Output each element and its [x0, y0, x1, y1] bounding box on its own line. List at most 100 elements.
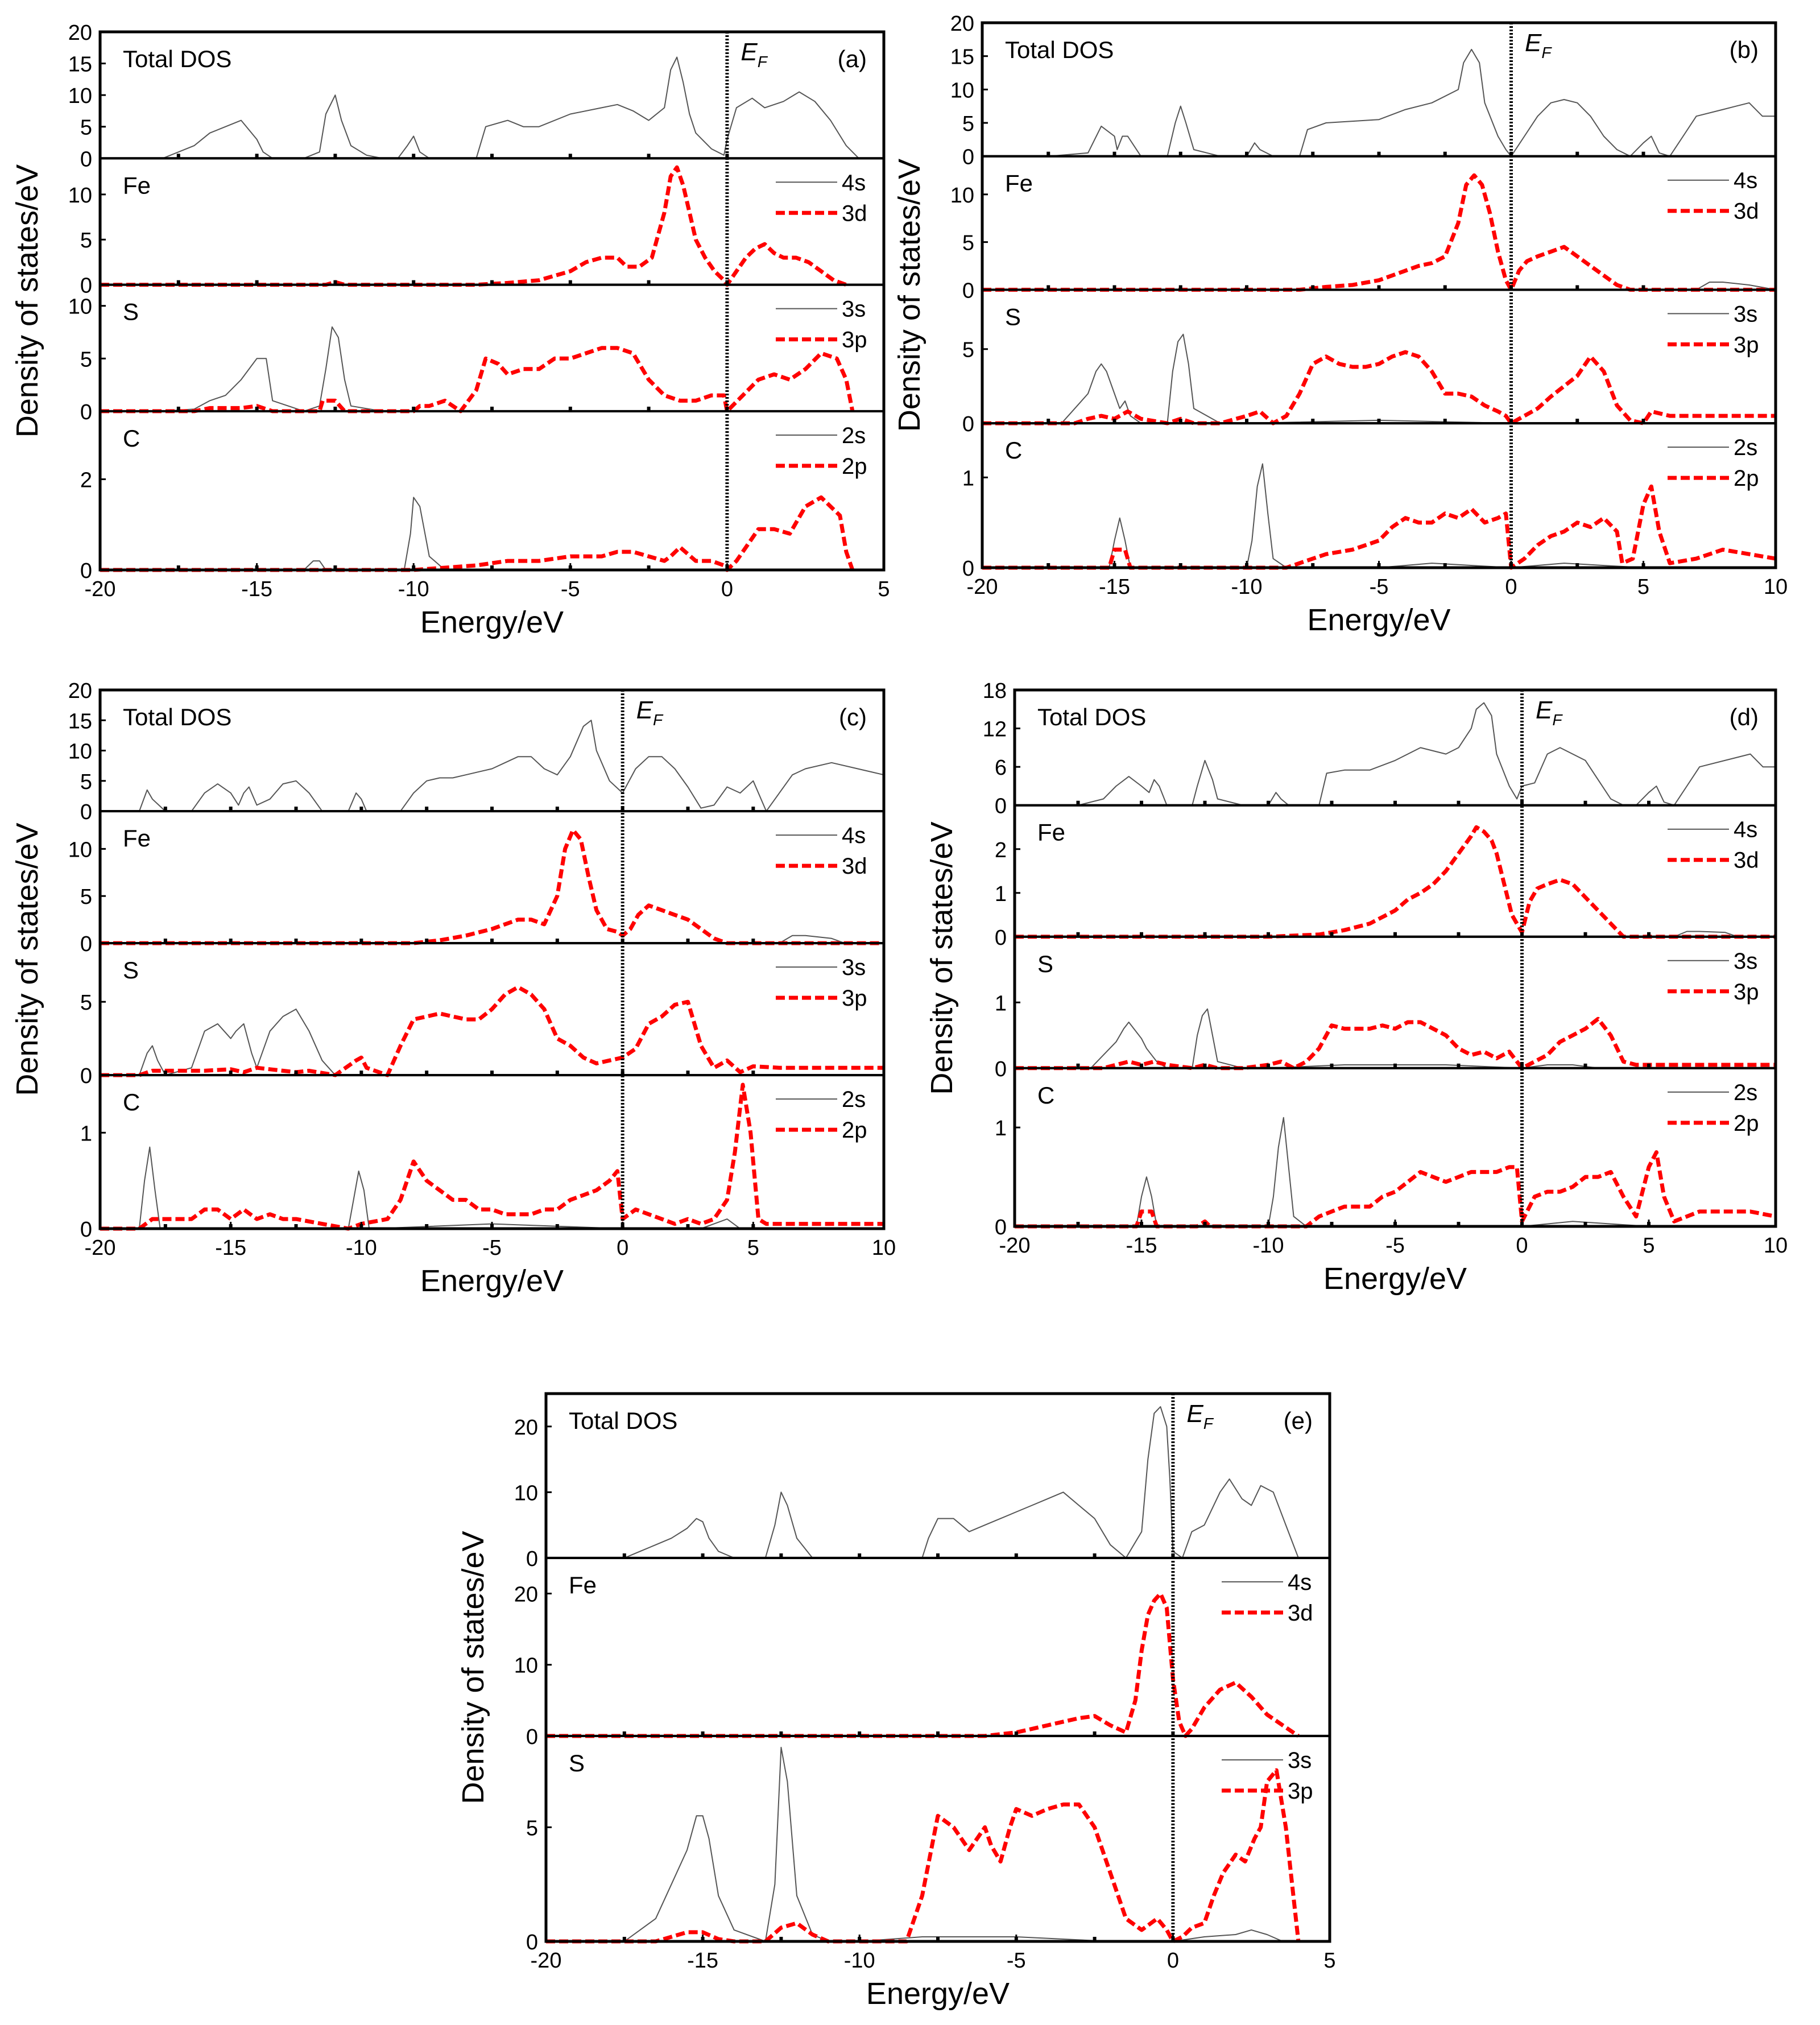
y-tick-label: 10 [950, 78, 974, 102]
legend-label: 3s [1734, 949, 1757, 974]
x-tick-label: 0 [1516, 1234, 1528, 1258]
fermi-label: EF [1186, 1400, 1214, 1432]
y-tick-label: 15 [68, 53, 92, 77]
x-minor-tick [163, 807, 167, 812]
x-minor-tick [1647, 800, 1651, 805]
x-tick-label: 10 [1764, 1234, 1788, 1258]
x-minor-tick [647, 280, 651, 285]
dos-line-3s [1015, 1008, 1776, 1069]
legend-label: 2p [1734, 1111, 1759, 1136]
y-tick-label: 10 [68, 295, 92, 319]
legend-label: 4s [842, 170, 866, 195]
x-tick-label: -5 [1007, 1949, 1026, 1973]
x-minor-tick [359, 1071, 363, 1076]
y-tick-label: 5 [80, 770, 92, 794]
subplot-frame [545, 1734, 1331, 1943]
subplot-frame [1014, 1067, 1777, 1228]
dos-line-2p [1015, 1150, 1776, 1229]
x-tick-label: 5 [1643, 1234, 1654, 1258]
fermi-label-main: E [1525, 29, 1542, 57]
x-minor-tick [751, 939, 755, 944]
x-minor-tick [1267, 800, 1270, 805]
x-minor-tick [333, 565, 337, 570]
x-minor-tick [1377, 419, 1381, 424]
x-minor-tick [622, 1937, 626, 1941]
x-minor-tick [229, 807, 233, 812]
dos-line-Total [100, 720, 884, 812]
x-minor-tick [425, 1224, 429, 1229]
x-tick-label: 5 [878, 577, 890, 601]
subplot-label: C [1037, 1082, 1054, 1109]
subplot-a-0: 0 5 10 15 20 Total DOS [68, 21, 885, 171]
subplot-d-1: 0 1 2 Fe 4s 3d [995, 804, 1777, 950]
x-tick-label: 0 [1505, 575, 1517, 599]
y-tick-label: 0 [80, 559, 92, 583]
y-tick-label: 1 [995, 991, 1007, 1015]
y-tick-label: 12 [983, 718, 1007, 742]
subplot-d-3: 0 1 C 2s 2p [995, 1067, 1777, 1239]
dos-line-3d [100, 828, 884, 945]
x-minor-tick [1112, 285, 1116, 290]
y-tick-label: 0 [80, 932, 92, 956]
legend-label: 3d [1288, 1601, 1313, 1626]
x-minor-tick [751, 1071, 755, 1076]
y-axis-title: Density of states/eV [10, 823, 44, 1096]
dos-line-Total [1015, 702, 1776, 806]
x-tick-label: 0 [1167, 1949, 1179, 1973]
x-minor-tick [333, 154, 337, 159]
subplot-label: S [1005, 303, 1021, 330]
x-minor-tick [1093, 1731, 1097, 1736]
x-minor-tick [568, 280, 572, 285]
x-tick-label: -10 [1253, 1234, 1284, 1258]
subplot-c-2: 0 5 S 3s 3p [80, 942, 885, 1088]
x-minor-tick [176, 565, 180, 570]
x-minor-tick [1330, 800, 1334, 805]
legend-label: 3p [842, 986, 867, 1011]
y-tick-label: 0 [80, 1218, 92, 1242]
x-minor-tick [1178, 563, 1182, 568]
x-minor-tick [686, 1071, 690, 1076]
x-minor-tick [1520, 932, 1524, 937]
subplot-frame [99, 810, 885, 945]
x-minor-tick [1575, 419, 1579, 424]
x-minor-tick [1093, 1553, 1097, 1558]
x-minor-tick [701, 1731, 705, 1736]
legend-label: 2s [1734, 435, 1757, 460]
legend-label: 2s [1734, 1080, 1757, 1105]
subplot-label: C [123, 425, 140, 452]
y-tick-label: 0 [526, 1547, 538, 1571]
legend-label: 4s [1288, 1570, 1312, 1595]
fermi-label: EF [1536, 696, 1563, 729]
x-minor-tick [1583, 932, 1587, 937]
legend-label: 3s [1288, 1748, 1312, 1773]
subplot-a-3: 0 2 C 2s 2p [80, 410, 885, 583]
x-minor-tick [936, 1937, 940, 1941]
y-axis-title: Density of states/eV [456, 1531, 490, 1804]
y-tick-label: 5 [80, 116, 92, 140]
x-minor-tick [779, 1731, 783, 1736]
y-tick-label: 2 [995, 838, 1007, 862]
x-minor-tick [555, 939, 559, 944]
subplot-label: Total DOS [1005, 36, 1114, 63]
y-tick-label: 10 [68, 84, 92, 108]
x-minor-tick [1393, 1063, 1397, 1068]
x-minor-tick [1509, 285, 1513, 290]
x-minor-tick [176, 280, 180, 285]
x-minor-tick [1046, 563, 1050, 568]
dos-line-2s [100, 497, 884, 571]
x-minor-tick [1457, 1063, 1461, 1068]
x-minor-tick [1443, 151, 1447, 156]
x-minor-tick [163, 939, 167, 944]
panel-label: (c) [839, 704, 867, 730]
dos-line-2p [100, 1082, 884, 1231]
subplot-frame [981, 422, 1777, 569]
subplot-label: Fe [1037, 819, 1065, 846]
dos-line-Total [982, 48, 1776, 157]
y-tick-label: 10 [950, 184, 974, 208]
x-minor-tick [255, 280, 259, 285]
x-minor-tick [1267, 1063, 1270, 1068]
x-minor-tick [1443, 419, 1447, 424]
x-minor-tick [1575, 563, 1579, 568]
y-tick-label: 10 [514, 1481, 538, 1505]
y-tick-label: 5 [962, 112, 974, 136]
